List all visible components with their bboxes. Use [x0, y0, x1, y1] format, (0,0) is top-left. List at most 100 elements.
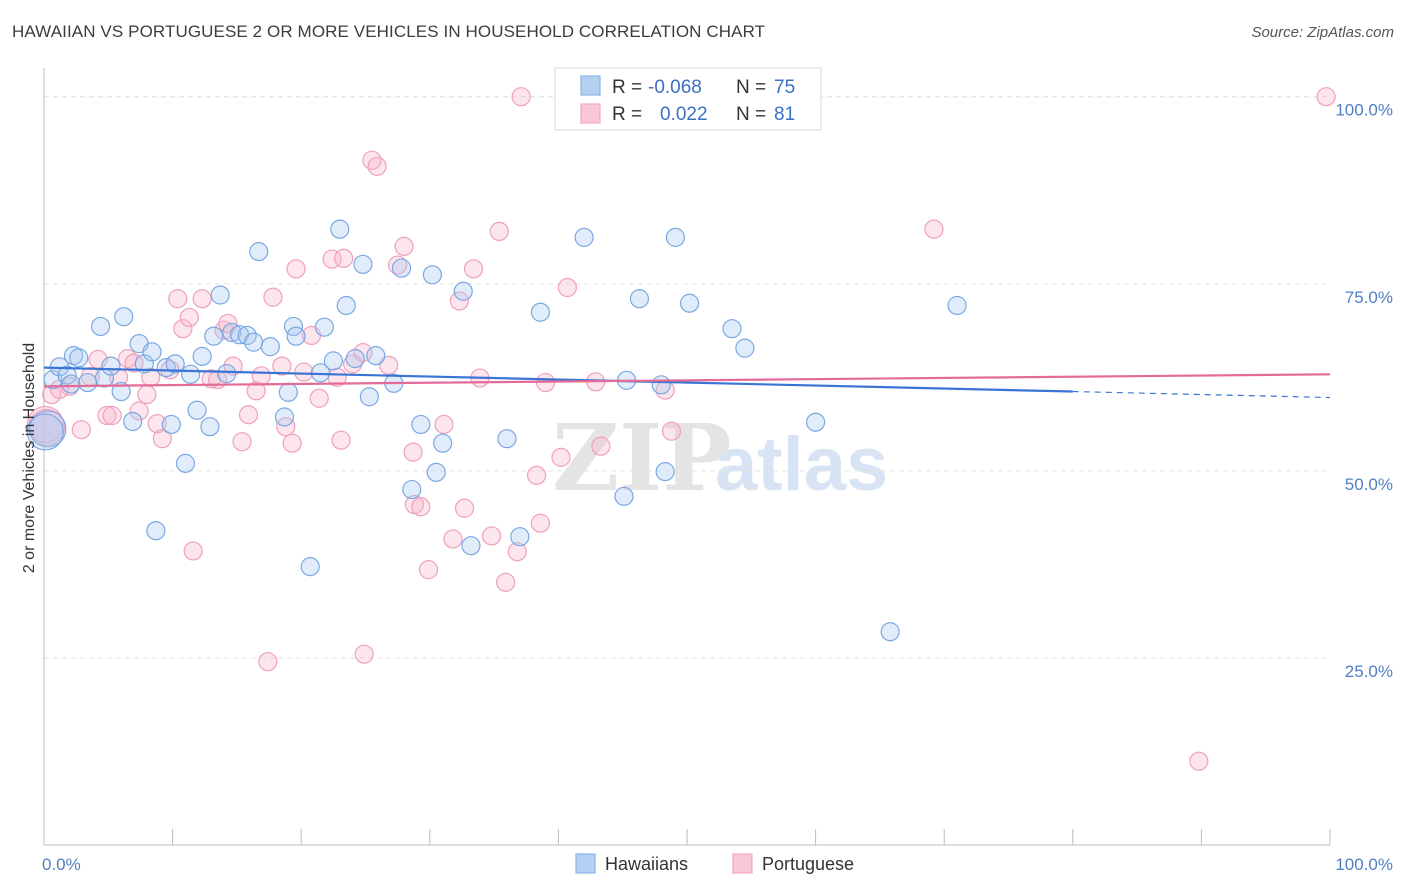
point-hawaiians [665, 227, 686, 247]
point-hawaiians [161, 414, 181, 435]
data-points [26, 87, 1336, 771]
point-portuguese [449, 291, 469, 311]
point-hawaiians [101, 356, 121, 376]
point-portuguese [263, 287, 283, 307]
point-portuguese [557, 277, 578, 298]
legend-r-label-1: R = [612, 104, 642, 125]
point-portuguese [481, 526, 502, 546]
point-portuguese [379, 355, 399, 375]
point-hawaiians [286, 326, 306, 346]
point-portuguese [403, 442, 423, 462]
correlation-legend: R = -0.068 N = 75 R = 0.022 N = 81 [554, 67, 822, 131]
watermark-atlas: atlas [715, 422, 888, 507]
point-portuguese [489, 221, 509, 241]
point-hawaiians [244, 332, 264, 352]
legend-n-value-1: 81 [774, 104, 795, 125]
point-portuguese [511, 87, 531, 107]
grid: 25.0% 50.0% 75.0% 100.0% [44, 96, 1393, 681]
point-portuguese [294, 362, 314, 382]
point-hawaiians [90, 316, 111, 337]
point-portuguese [272, 356, 292, 376]
point-hawaiians [805, 412, 826, 432]
point-hawaiians [433, 433, 453, 453]
point-hawaiians [78, 372, 98, 393]
point-portuguese [179, 307, 199, 328]
point-portuguese [418, 560, 439, 580]
point-portuguese [246, 381, 266, 401]
point-hawaiians [134, 354, 154, 374]
point-portuguese [1189, 751, 1209, 771]
point-portuguese [232, 432, 252, 452]
point-portuguese [276, 417, 296, 437]
point-portuguese [27, 408, 66, 447]
point-hawaiians [574, 227, 594, 247]
point-hawaiians [274, 407, 295, 427]
point-portuguese [411, 497, 431, 517]
point-hawaiians [210, 285, 230, 305]
legend-n-label-1: N = [736, 104, 766, 125]
point-hawaiians [181, 364, 201, 384]
point-portuguese [201, 369, 221, 389]
point-portuguese [394, 236, 414, 256]
point-hawaiians [142, 342, 162, 362]
x-tick-label-max: 100.0% [1335, 855, 1393, 874]
point-hawaiians [530, 302, 550, 322]
y-axis-title: 2 or more Vehicles in Household [21, 343, 38, 573]
point-hawaiians [353, 254, 373, 274]
axes: 0.0% 100.0% [42, 68, 1393, 874]
point-hawaiians [200, 417, 220, 437]
point-hawaiians [222, 322, 242, 343]
point-portuguese [354, 644, 374, 664]
point-hawaiians [391, 258, 412, 278]
point-portuguese [124, 353, 144, 373]
point-hawaiians [735, 338, 755, 358]
point-portuguese [530, 513, 550, 533]
bottom-legend-swatch-hawaiians [575, 853, 596, 874]
bottom-legend-hawaiians: Hawaiians [605, 854, 688, 874]
point-hawaiians [146, 521, 166, 541]
point-hawaiians [426, 462, 446, 482]
legend-r-value-0: -0.068 [648, 77, 702, 98]
point-portuguese [1316, 87, 1336, 107]
legend-swatch-portuguese [580, 103, 601, 124]
point-hawaiians [336, 295, 356, 316]
point-hawaiians [651, 375, 671, 395]
trend-line-portuguese [43, 373, 1331, 388]
point-hawaiians [165, 354, 185, 374]
point-hawaiians [366, 346, 386, 366]
point-portuguese [309, 388, 329, 408]
chart-title: HAWAIIAN VS PORTUGUESE 2 OR MORE VEHICLE… [12, 22, 766, 41]
trend-line-hawaiians-extension [1072, 390, 1331, 399]
trend-lines [43, 366, 1331, 399]
point-hawaiians [947, 295, 967, 316]
point-portuguese [238, 405, 259, 425]
point-portuguese [551, 447, 571, 467]
point-portuguese [129, 401, 149, 421]
point-hawaiians [402, 479, 422, 500]
point-portuguese [591, 436, 611, 456]
point-hawaiians [323, 351, 343, 371]
point-hawaiians [655, 462, 675, 482]
series-legend: Hawaiians Portuguese [575, 853, 854, 874]
point-portuguese [286, 259, 306, 279]
point-portuguese [152, 429, 172, 449]
point-hawaiians [629, 289, 650, 309]
point-portuguese [661, 421, 682, 441]
point-portuguese [443, 529, 463, 549]
point-hawaiians [359, 387, 379, 407]
watermark-zip: ZIP [552, 404, 731, 512]
point-hawaiians [453, 281, 473, 301]
point-hawaiians [345, 349, 365, 369]
legend-n-value-0: 75 [774, 77, 795, 98]
point-hawaiians [300, 557, 320, 577]
point-portuguese [434, 414, 454, 435]
point-hawaiians [187, 400, 207, 420]
point-hawaiians [123, 411, 143, 432]
point-hawaiians [29, 410, 67, 448]
point-portuguese [183, 541, 203, 561]
point-hawaiians [278, 382, 298, 402]
point-portuguese [526, 465, 547, 485]
watermark: ZIP atlas [552, 404, 888, 512]
point-portuguese [334, 248, 354, 268]
